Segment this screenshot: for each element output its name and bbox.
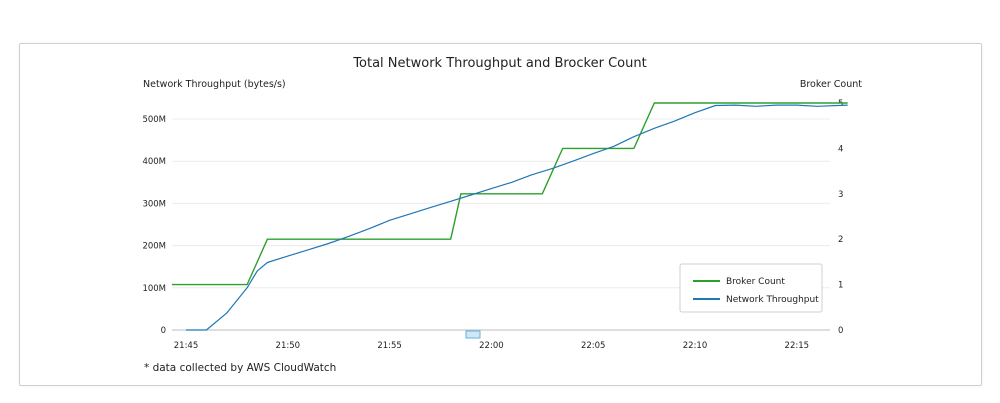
legend-label-network-throughput: Network Throughput bbox=[726, 295, 819, 305]
x-tick-label: 22:15 bbox=[785, 341, 810, 351]
y-left-tick-label: 200M bbox=[142, 242, 166, 252]
y-right-axis-title: Broker Count bbox=[800, 79, 862, 90]
y-left-tick-label: 0 bbox=[161, 326, 166, 336]
y-right-tick-label: 5 bbox=[838, 99, 843, 109]
y-left-tick-label: 500M bbox=[142, 115, 166, 125]
legend-label-broker-count: Broker Count bbox=[726, 277, 785, 287]
y-left-tick-label: 300M bbox=[142, 199, 166, 209]
x-tick-label: 22:05 bbox=[581, 341, 606, 351]
y-left-tick-label: 100M bbox=[142, 284, 166, 294]
x-tick-label: 21:50 bbox=[276, 341, 301, 351]
series-lines bbox=[172, 102, 848, 331]
y-right-tick-label: 2 bbox=[838, 235, 843, 245]
series-line-broker-count bbox=[172, 102, 848, 286]
footnote: * data collected by AWS CloudWatch bbox=[144, 362, 336, 374]
x-tick-label: 21:55 bbox=[377, 341, 402, 351]
x-tick-label: 21:45 bbox=[174, 341, 199, 351]
time-scrubber-handle[interactable] bbox=[465, 330, 481, 339]
chart-frame bbox=[19, 43, 982, 386]
y-left-ticks: 0 100M 200M 300M 400M 500M bbox=[142, 115, 166, 336]
x-ticks: 21:45 21:50 21:55 22:00 22:05 22:10 22:15 bbox=[174, 341, 809, 351]
y-left-tick-label: 400M bbox=[142, 157, 166, 167]
legend: Broker Count Network Throughput bbox=[679, 263, 823, 313]
x-tick-label: 22:10 bbox=[683, 341, 708, 351]
y-right-tick-label: 4 bbox=[838, 144, 843, 154]
y-right-tick-label: 3 bbox=[838, 190, 843, 200]
chart-title: Total Network Throughput and Brocker Cou… bbox=[352, 56, 646, 71]
y-right-ticks: 0 1 2 3 4 5 bbox=[838, 99, 843, 336]
y-left-axis-title: Network Throughput (bytes/s) bbox=[143, 79, 286, 90]
y-right-tick-label: 1 bbox=[838, 281, 843, 291]
x-tick-label: 22:00 bbox=[479, 341, 504, 351]
y-right-tick-label: 0 bbox=[838, 326, 843, 336]
series-line-network-throughput bbox=[186, 104, 848, 331]
